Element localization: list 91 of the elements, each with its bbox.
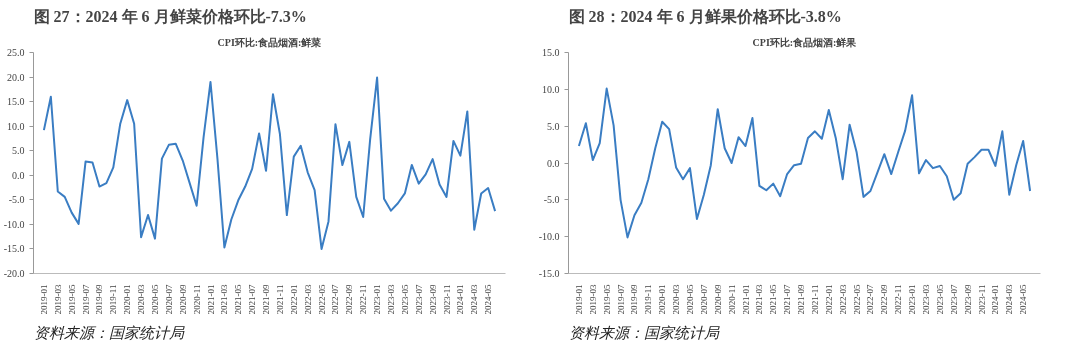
x-tick-label: 2020-05: [684, 284, 695, 315]
x-tick-label: 2021-07: [782, 284, 793, 315]
x-tick-label: 2020-09: [712, 284, 723, 315]
x-tick-label: 2023-05: [934, 284, 945, 315]
x-tick-label: 2020-05: [149, 284, 160, 315]
x-tick-label: 2020-11: [726, 284, 737, 315]
x-tick-label: 2019-09: [629, 284, 640, 315]
y-tick-label: -10.0: [538, 231, 560, 243]
x-tick-label: 2022-03: [837, 284, 848, 315]
y-tick-label: 5.0: [12, 145, 25, 157]
x-tick-label: 2019-11: [108, 284, 119, 315]
x-tick-label: 2022-05: [851, 284, 862, 315]
chart-subtitle: CPI环比:食品烟酒:鲜菜: [217, 36, 322, 48]
x-tick-label: 2021-03: [754, 284, 765, 315]
x-tick-label: 2019-07: [80, 284, 91, 315]
x-tick-label: 2021-01: [205, 284, 216, 315]
x-tick-label: 2023-05: [399, 284, 410, 315]
x-tick-label: 2021-01: [740, 284, 751, 315]
x-tick-label: 2022-07: [865, 284, 876, 315]
x-tick-label: 2022-03: [302, 284, 313, 315]
x-tick-label: 2021-11: [274, 284, 285, 315]
x-tick-label: 2022-09: [344, 284, 355, 315]
y-tick-label: 15.0: [7, 96, 25, 108]
x-tick-label: 2023-07: [413, 284, 424, 315]
x-tick-label: 2021-07: [247, 284, 258, 315]
x-tick-label: 2023-03: [920, 284, 931, 315]
y-tick-label: -10.0: [3, 218, 25, 230]
y-tick-label: 15.0: [542, 47, 560, 58]
x-tick-label: 2023-01: [907, 284, 918, 315]
x-tick-label: 2021-09: [796, 284, 807, 315]
x-tick-label: 2022-01: [288, 284, 299, 315]
x-tick-label: 2020-07: [163, 284, 174, 315]
x-tick-label: 2019-05: [66, 284, 77, 315]
y-tick-label: 10.0: [542, 83, 560, 95]
x-tick-label: 2019-03: [587, 284, 598, 315]
x-tick-label: 2022-05: [316, 284, 327, 315]
text: 资料来源：国家统计局: [33, 324, 185, 341]
line-series: [42, 76, 497, 250]
y-tick-label: 25.0: [7, 47, 25, 58]
x-tick-label: 2021-09: [261, 284, 272, 315]
x-tick-label: 2021-03: [219, 284, 230, 315]
x-tick-label: 2023-03: [385, 284, 396, 315]
x-tick-label: 2024-01: [455, 284, 466, 315]
y-tick-label: -20.0: [3, 268, 25, 279]
x-tick-label: 2022-01: [823, 284, 834, 315]
x-tick-label: 2023-09: [962, 284, 973, 315]
x-tick-label: 2020-01: [657, 284, 668, 315]
x-tick-label: 2024-01: [990, 284, 1001, 315]
x-tick-label: 2019-09: [94, 284, 105, 315]
x-tick-label: 2022-11: [893, 284, 904, 315]
x-tick-label: 2020-11: [191, 284, 202, 315]
line-series: [577, 87, 1032, 239]
text: 资料来源：国家统计局: [568, 324, 720, 341]
x-tick-label: 2023-11: [441, 284, 452, 315]
x-tick-label: 2019-11: [643, 284, 654, 315]
y-tick-label: -15.0: [538, 268, 560, 279]
x-tick-label: 2024-03: [1004, 284, 1015, 315]
y-tick-label: 0.0: [547, 157, 560, 169]
x-tick-label: 2019-01: [38, 284, 49, 315]
x-tick-label: 2021-05: [233, 284, 244, 315]
x-tick-label: 2023-07: [948, 284, 959, 315]
x-tick-label: 2019-03: [52, 284, 63, 315]
x-tick-label: 2019-05: [601, 284, 612, 315]
chart-title: 图 28：2024 年 6 月鲜果价格环比-3.8%: [568, 7, 842, 25]
chart-subtitle: CPI环比:食品烟酒:鲜果: [752, 36, 858, 48]
x-tick-label: 2024-05: [483, 284, 494, 315]
x-tick-label: 2023-09: [427, 284, 438, 315]
x-tick-label: 2021-05: [768, 284, 779, 315]
x-tick-label: 2021-11: [809, 284, 820, 315]
x-tick-label: 2022-11: [358, 284, 369, 315]
y-tick-label: -5.0: [543, 194, 560, 206]
x-tick-label: 2023-01: [372, 284, 383, 315]
x-tick-label: 2022-07: [330, 284, 341, 315]
y-tick-label: 10.0: [7, 120, 25, 132]
y-tick-label: 5.0: [547, 120, 560, 132]
y-tick-label: -5.0: [8, 194, 25, 206]
x-tick-label: 2019-07: [615, 284, 626, 315]
x-tick-label: 2020-03: [671, 284, 682, 315]
x-tick-label: 2020-07: [698, 284, 709, 315]
x-tick-label: 2020-01: [122, 284, 133, 315]
x-tick-label: 2024-03: [469, 284, 480, 315]
chart-title: 图 27：2024 年 6 月鲜菜价格环比-7.3%: [33, 7, 307, 25]
y-tick-label: 0.0: [12, 169, 25, 181]
x-tick-label: 2020-03: [136, 284, 147, 315]
x-tick-label: 2022-09: [879, 284, 890, 315]
x-tick-label: 2020-09: [177, 284, 188, 315]
x-tick-label: 2023-11: [976, 284, 987, 315]
x-tick-label: 2024-05: [1018, 284, 1029, 315]
y-tick-label: 20.0: [7, 71, 25, 83]
y-tick-label: -15.0: [3, 243, 25, 255]
x-tick-label: 2019-01: [573, 284, 584, 315]
